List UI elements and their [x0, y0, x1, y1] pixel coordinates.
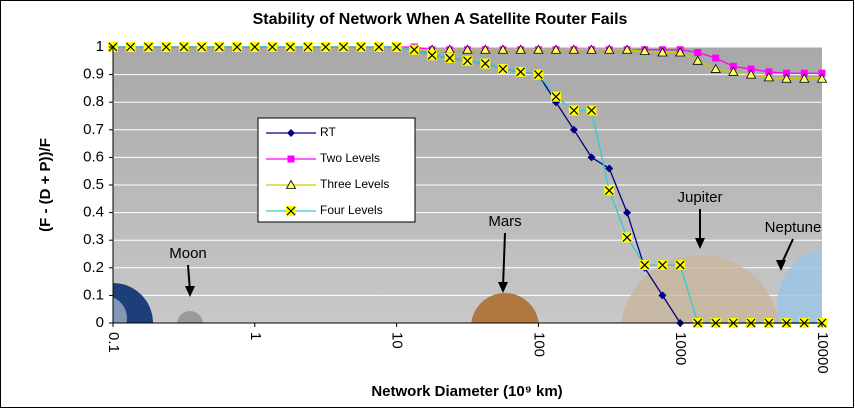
- y-tick-label: 0.2: [83, 259, 104, 276]
- marker: [587, 105, 597, 115]
- chart-title: Stability of Network When A Satellite Ro…: [253, 11, 628, 28]
- marker: [480, 59, 490, 69]
- legend: RT Two Levels Three Levels Four Levels: [258, 118, 415, 222]
- marker: [374, 42, 384, 52]
- y-tick-label: 0.9: [83, 66, 104, 83]
- marker: [498, 64, 508, 74]
- marker: [409, 45, 419, 55]
- legend-label: Three Levels: [320, 177, 389, 191]
- marker: [533, 70, 543, 80]
- marker: [551, 92, 561, 102]
- marker: [161, 42, 171, 52]
- legend-marker: [286, 206, 296, 216]
- marker: [338, 42, 348, 52]
- x-tick-label: 0.1: [105, 332, 122, 353]
- marker: [321, 42, 331, 52]
- marker: [232, 42, 242, 52]
- marker: [675, 260, 685, 270]
- y-tick-label: 0.4: [83, 204, 104, 221]
- x-tick-label: 1: [247, 332, 264, 340]
- y-tick-label: 0.6: [83, 148, 104, 165]
- marker: [285, 42, 295, 52]
- marker: [604, 186, 614, 196]
- x-tick-label: 1000: [672, 332, 689, 365]
- marker: [694, 49, 701, 56]
- marker: [179, 42, 189, 52]
- legend-label: RT: [320, 125, 336, 139]
- x-tick-label: 10000: [814, 332, 831, 374]
- marker: [392, 42, 402, 52]
- marker: [712, 55, 719, 62]
- legend-label: Two Levels: [320, 151, 380, 165]
- y-axis-title: (F - (D + P))/F: [37, 138, 54, 232]
- marker: [462, 56, 472, 66]
- marker: [144, 42, 154, 52]
- marker: [197, 42, 207, 52]
- marker: [622, 232, 632, 242]
- x-axis-title: Network Diameter (10⁹ km): [371, 383, 562, 400]
- annotation: Moon: [169, 245, 207, 262]
- legend-label: Four Levels: [320, 203, 383, 217]
- marker: [569, 105, 579, 115]
- marker: [356, 42, 366, 52]
- marker: [214, 42, 224, 52]
- marker: [640, 260, 650, 270]
- y-tick-label: 0.5: [83, 176, 104, 193]
- marker: [516, 67, 526, 77]
- x-tick-label: 10: [389, 332, 406, 349]
- marker: [250, 42, 260, 52]
- y-tick-label: 0.3: [83, 231, 104, 248]
- annotation: Mars: [488, 213, 521, 230]
- marker: [445, 53, 455, 63]
- marker: [303, 42, 313, 52]
- chart: Stability of Network When A Satellite Ro…: [0, 0, 855, 409]
- y-tick-label: 0.7: [83, 121, 104, 138]
- marker: [267, 42, 277, 52]
- legend-marker: [288, 156, 295, 163]
- annotation: Jupiter: [677, 189, 722, 206]
- marker: [657, 260, 667, 270]
- annotation: Neptune: [765, 219, 822, 236]
- x-tick-label: 100: [530, 332, 547, 357]
- y-tick-label: 0.1: [83, 286, 104, 303]
- y-tick-label: 0.8: [83, 93, 104, 110]
- y-tick-label: 0: [96, 314, 104, 331]
- marker: [427, 50, 437, 60]
- marker: [126, 42, 136, 52]
- y-tick-label: 1: [96, 38, 104, 55]
